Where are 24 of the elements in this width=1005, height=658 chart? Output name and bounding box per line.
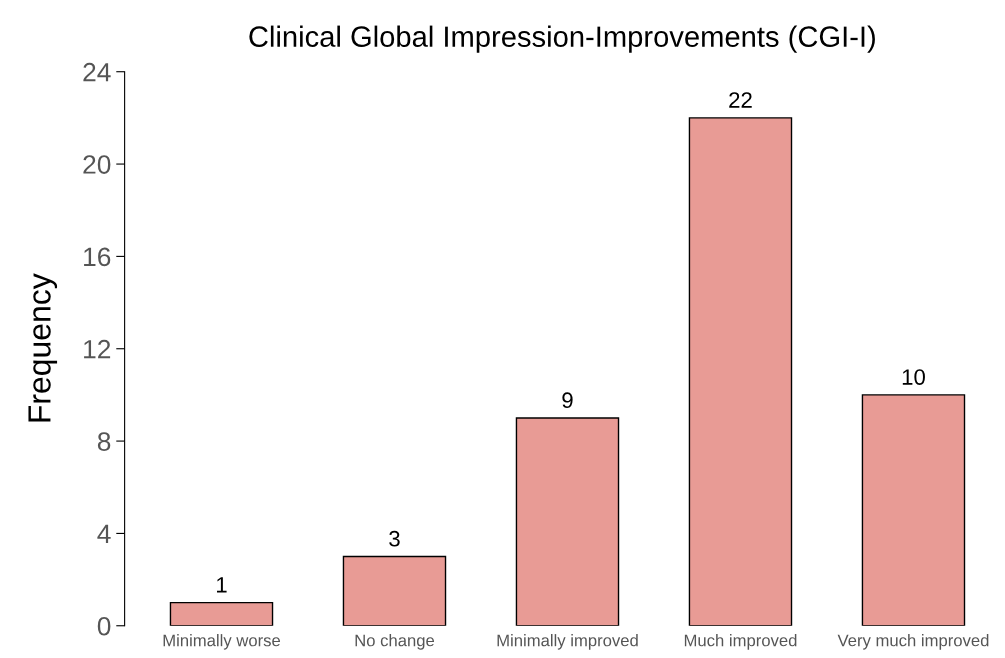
- y-tick-label: 16: [84, 247, 111, 267]
- y-tick-label: 20: [83, 155, 111, 174]
- y-axis-title: Frequency: [28, 273, 58, 422]
- y-tick-label: 4: [97, 524, 111, 543]
- data-label: 1: [217, 577, 227, 593]
- bar: [169, 601, 274, 626]
- chart-title: Clinical Global Impression-Improvements (CGI-I): [249, 25, 875, 53]
- y-tick-label: 0: [97, 616, 111, 636]
- y-tick-label: 12: [84, 339, 111, 359]
- data-label: 10: [902, 369, 925, 385]
- bar: [515, 417, 620, 626]
- x-tick-label: Minimally improved: [497, 634, 638, 650]
- bar: [688, 117, 793, 626]
- x-tick-label: Very much improved: [837, 634, 989, 650]
- y-tick-label: 8: [97, 432, 111, 451]
- data-label: 9: [562, 392, 573, 409]
- data-label: 22: [729, 92, 752, 108]
- x-tick-label: Much improved: [684, 634, 797, 650]
- x-tick-label: No change: [355, 634, 435, 650]
- bar: [861, 394, 966, 626]
- bar: [342, 555, 447, 626]
- y-tick-label: 24: [83, 62, 111, 82]
- data-label: 3: [389, 530, 400, 547]
- x-tick-label: Minimally worse: [163, 634, 281, 650]
